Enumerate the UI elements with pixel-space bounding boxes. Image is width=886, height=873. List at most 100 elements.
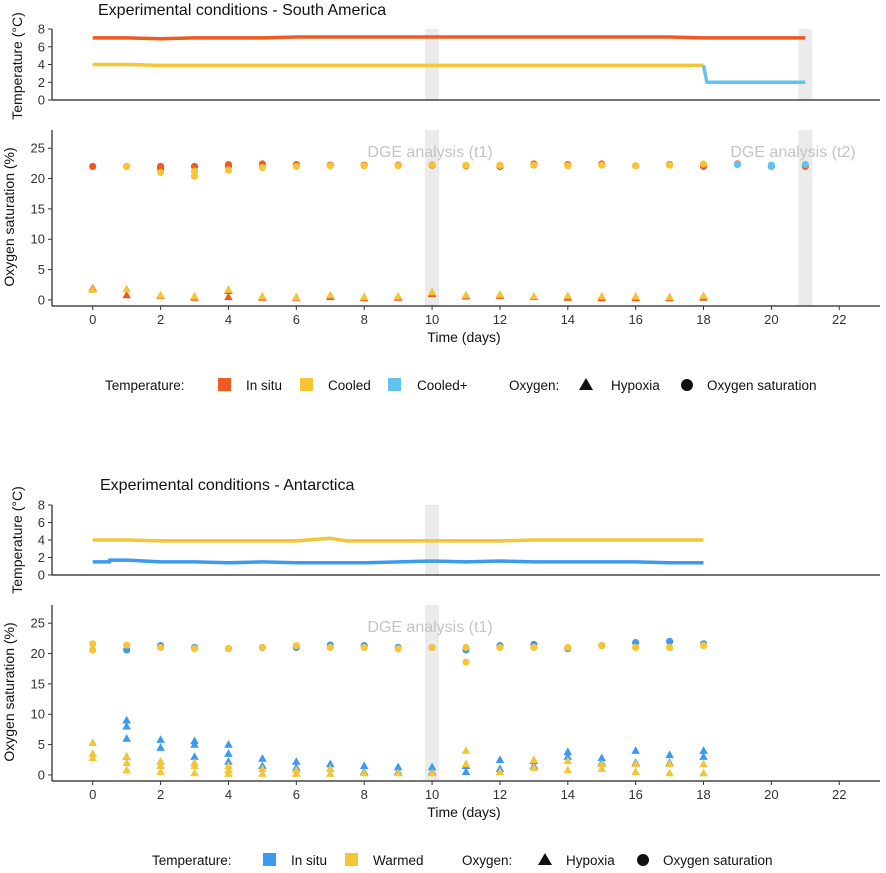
antarctica-oxygen-warmed-hypoxia-point (88, 738, 98, 746)
antarctica-oxygen-x-tick-label: 6 (293, 787, 300, 802)
antarctica-oxygen-x-tick-label: 10 (425, 787, 439, 802)
south-temp-y-tick-label: 6 (38, 39, 45, 54)
south-oxygen-cooled-hypoxia-point (563, 291, 573, 299)
antarctica-temp-y-tick-label: 4 (38, 533, 45, 548)
antarctica-oxygen-in-situ-hypoxia-point (359, 761, 369, 770)
antarctica-oxygen-warmed-hypoxia-point (529, 763, 539, 771)
south-oxygen-x-tick-label: 4 (225, 312, 232, 327)
south-legend-temp-title: Temperature: (105, 378, 185, 393)
antarctica-legend: Temperature: In situ Warmed Oxygen: Hypo… (152, 853, 773, 868)
south-temperature-panel: 0 2 4 6 8 (38, 22, 880, 108)
antarctica-legend-oxysat-label: Oxygen saturation (663, 853, 773, 868)
south-temp-ylabel: Temperature (°C) (9, 12, 25, 120)
antarctica-oxygen-y-tick-label: 5 (38, 737, 45, 752)
south-legend-hypoxia-label: Hypoxia (611, 378, 660, 393)
antarctica-oxygen-x-tick-label: 12 (493, 787, 507, 802)
antarctica-oxygen-warmed-hypoxia-point (427, 768, 437, 777)
antarctica-xlabel: Time (days) (427, 804, 500, 820)
south-oxygen-cooled-hypoxia-point (631, 291, 640, 300)
antarctica-legend-oxysat-marker (637, 854, 649, 866)
antarctica-oxygen-warmed-hypoxia-point (156, 757, 165, 765)
south-legend-oxygen-title: Oxygen: (509, 378, 559, 393)
south-xlabel: Time (days) (427, 329, 500, 345)
south-oxygen-cooled-hypoxia-point (495, 289, 505, 298)
south-oxygen-x-tick-label: 18 (696, 312, 710, 327)
south-oxygen-x-tick-label: 14 (561, 312, 575, 327)
antarctica-oxygen-x-tick-label: 22 (832, 787, 846, 802)
south-oxygen-y-tick-label: 0 (38, 292, 45, 307)
south-oxygen-cooled-oxygen-saturation-point (156, 168, 165, 177)
antarctica-oxygen-y-tick-label: 15 (31, 676, 45, 691)
south-oxygen-x-tick-label: 22 (832, 312, 846, 327)
south-oxygen-cooled-oxygen-saturation-point (292, 162, 300, 171)
antarctica-oxygen-warmed-oxygen-saturation-point (530, 643, 538, 652)
south-oxygen-cooled-oxygen-saturation-point (632, 162, 640, 170)
antarctica-legend-temp-title: Temperature: (152, 853, 232, 868)
antarctica-oxygen-warmed-oxygen-saturation-point (632, 643, 640, 652)
south-annotation-t1: DGE analysis (t1) (367, 144, 492, 161)
antarctica-oxygen-warmed-oxygen-saturation-point (89, 646, 97, 654)
antarctica-oxygen-in-situ-hypoxia-point (495, 755, 505, 763)
south-oxygen-panel: 0 5 10 15 20 25 0 2 4 6 8 10 12 14 16 18 20 22 (31, 130, 880, 327)
antarctica-oxygen-in-situ-hypoxia-point (122, 715, 131, 724)
south-oxygen-x-tick-label: 2 (157, 312, 164, 327)
south-oxygen-x-tick-label: 0 (89, 312, 96, 327)
antarctica-oxygen-in-situ-hypoxia-point (393, 762, 403, 771)
antarctica-oxygen-warmed-hypoxia-point (461, 746, 471, 754)
south-oxygen-cooled-oxygen-saturation-point (123, 162, 131, 171)
antarctica-oxygen-warmed-oxygen-saturation-point (360, 643, 368, 652)
antarctica-annotation-t1: DGE analysis (t1) (367, 619, 492, 636)
antarctica-temp-warmed-line (92, 536, 704, 543)
south-oxygen-cooled-oxygen-saturation-point (360, 162, 368, 170)
south-oxygen-cooled-hypoxia-point (258, 291, 267, 300)
south-legend-hypoxia-marker (579, 378, 593, 390)
antarctica-oxygen-warmed-hypoxia-point (699, 768, 708, 777)
south-oxygen-y-tick-label: 5 (38, 262, 45, 277)
south-oxygen-cooled-hypoxia-point (699, 291, 708, 299)
antarctica-oxygen-warmed-hypoxia-point (190, 761, 199, 770)
antarctica-oxygen-in-situ-hypoxia-point (699, 746, 708, 754)
antarctica-oxygen-x-tick-label: 0 (89, 787, 96, 802)
antarctica-oxy-ylabel: Oxygen saturation (%) (1, 622, 17, 761)
antarctica-temperature-panel: 0 2 4 6 8 (38, 498, 880, 583)
antarctica-oxygen-warmed-oxygen-saturation-point (258, 643, 266, 652)
antarctica-oxygen-y-tick-label: 20 (31, 646, 45, 661)
antarctica-oxygen-warmed-hypoxia-point (258, 769, 267, 777)
antarctica-oxygen-warmed-hypoxia-point (597, 764, 607, 773)
antarctica-oxygen-in-situ-hypoxia-point (258, 754, 267, 762)
antarctica-legend-insitu-swatch (263, 853, 276, 866)
antarctica-oxygen-warmed-oxygen-saturation-point (564, 643, 572, 652)
south-oxygen-cooled-oxygen-saturation-point (801, 160, 809, 169)
antarctica-oxygen-warmed-oxygen-saturation-point (292, 642, 300, 650)
south-oxygen-cooled-oxygen-saturation-point (462, 161, 470, 169)
south-oxygen-y-tick-label: 25 (31, 141, 45, 156)
antarctica-oxygen-warmed-oxygen-saturation-point (699, 642, 708, 650)
south-oxygen-cooled-hypoxia-point (359, 292, 369, 301)
antarctica-oxygen-warmed-hypoxia-point (156, 761, 165, 770)
south-oxygen-cooled-oxygen-saturation-point (326, 162, 334, 170)
antarctica-temp-ylabel: Temperature (°C) (9, 486, 25, 594)
south-oxygen-cooled-oxygen-saturation-point (394, 162, 402, 170)
antarctica-temp-y-tick-label: 0 (38, 568, 45, 583)
south-temp-y-tick-label: 4 (38, 57, 45, 72)
antarctica-oxygen-in-situ-hypoxia-point (597, 753, 607, 762)
antarctica-oxygen-warmed-oxygen-saturation-point (666, 643, 674, 652)
antarctica-oxygen-warmed-oxygen-saturation-point (496, 643, 504, 652)
south-legend-cooledplus-label: Cooled+ (417, 378, 468, 393)
antarctica-oxygen-x-tick-label: 14 (561, 787, 575, 802)
south-title: Experimental conditions - South America (98, 2, 386, 19)
antarctica-oxygen-warmed-hypoxia-point (461, 759, 471, 768)
antarctica-oxygen-warmed-hypoxia-point (190, 768, 199, 777)
south-oxygen-highlight-band (425, 130, 440, 306)
south-oxygen-cooled-oxygen-saturation-point (258, 164, 266, 172)
antarctica-title: Experimental conditions - Antarctica (100, 477, 354, 494)
antarctica-oxygen-warmed-hypoxia-point (665, 759, 674, 768)
antarctica-oxygen-warmed-oxygen-saturation-point (224, 645, 233, 653)
antarctica-temp-in-situ-line (92, 558, 704, 565)
south-oxygen-cooled-oxygen-saturation-point (733, 160, 742, 169)
south-oxygen-cooled-hypoxia-point (224, 285, 233, 293)
antarctica-oxygen-in-situ-hypoxia-point (190, 740, 199, 748)
south-oxygen-y-tick-label: 20 (31, 171, 45, 186)
south-oxygen-in-situ-oxygen-saturation-point (156, 162, 165, 171)
south-legend: Temperature: In situ Cooled Cooled+ Oxyg… (105, 378, 817, 393)
